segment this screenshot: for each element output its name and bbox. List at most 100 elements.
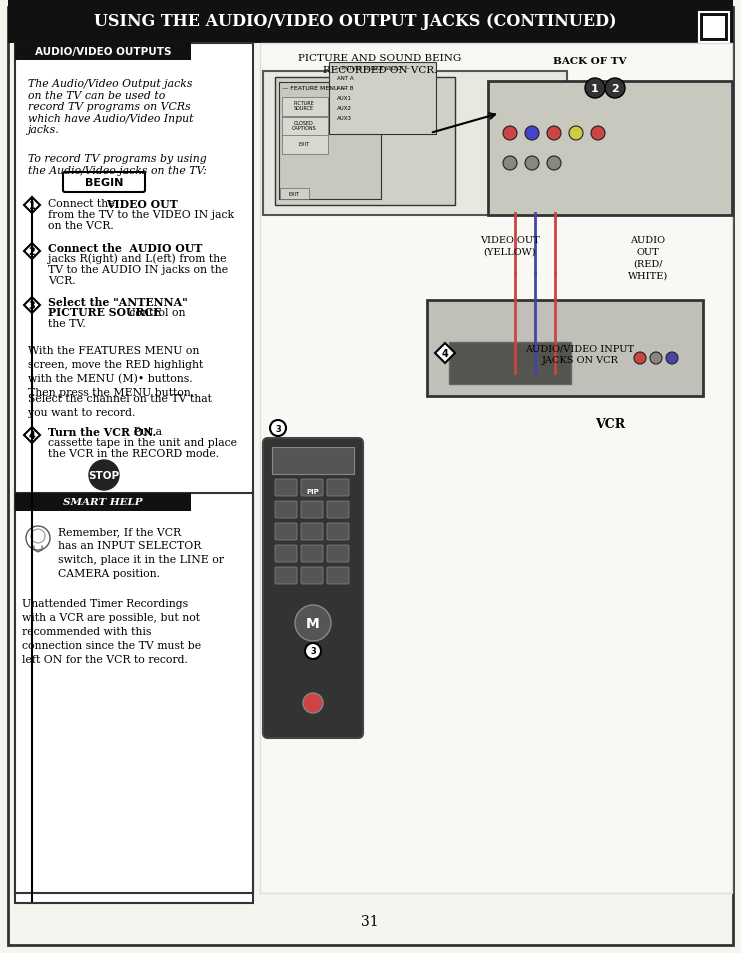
Text: BACK OF TV: BACK OF TV <box>554 57 627 67</box>
Text: 4: 4 <box>29 431 36 440</box>
Text: the TV.: the TV. <box>48 318 86 329</box>
FancyBboxPatch shape <box>275 479 297 497</box>
Text: 3: 3 <box>275 424 281 433</box>
FancyBboxPatch shape <box>703 17 725 39</box>
Circle shape <box>525 127 539 141</box>
Text: CLOSED
CAPTIONS: CLOSED CAPTIONS <box>292 120 316 132</box>
Text: TV to the AUDIO IN jacks on the: TV to the AUDIO IN jacks on the <box>48 265 228 274</box>
FancyBboxPatch shape <box>327 545 349 562</box>
Text: 2: 2 <box>29 247 36 256</box>
Text: 3: 3 <box>310 647 316 656</box>
Circle shape <box>547 157 561 171</box>
Text: AUDIO/VIDEO OUTPUTS: AUDIO/VIDEO OUTPUTS <box>35 47 171 57</box>
Circle shape <box>650 353 662 365</box>
Text: VCR.: VCR. <box>48 275 76 286</box>
FancyBboxPatch shape <box>327 567 349 584</box>
FancyBboxPatch shape <box>275 567 297 584</box>
FancyBboxPatch shape <box>301 545 323 562</box>
FancyBboxPatch shape <box>699 13 729 43</box>
Text: VIDEO OUT
(YELLOW): VIDEO OUT (YELLOW) <box>480 235 540 256</box>
Text: Connect the  AUDIO OUT: Connect the AUDIO OUT <box>48 242 202 253</box>
Text: Remember, If the VCR
has an INPUT SELECTOR
switch, place it in the LINE or
CAMER: Remember, If the VCR has an INPUT SELECT… <box>58 526 224 578</box>
Text: AUX1: AUX1 <box>337 96 352 101</box>
FancyBboxPatch shape <box>488 82 732 215</box>
FancyBboxPatch shape <box>275 501 297 518</box>
Polygon shape <box>24 244 40 260</box>
FancyBboxPatch shape <box>327 523 349 540</box>
FancyBboxPatch shape <box>282 135 328 154</box>
FancyBboxPatch shape <box>63 172 145 193</box>
Text: jacks R(ight) and L(eft) from the: jacks R(ight) and L(eft) from the <box>48 253 227 264</box>
FancyBboxPatch shape <box>260 44 732 893</box>
Text: AUDIO/VIDEO INPUT
JACKS ON VCR: AUDIO/VIDEO INPUT JACKS ON VCR <box>525 344 634 364</box>
Bar <box>15 494 191 512</box>
FancyBboxPatch shape <box>282 117 328 136</box>
FancyBboxPatch shape <box>8 8 733 945</box>
Circle shape <box>503 127 517 141</box>
FancyBboxPatch shape <box>263 71 567 215</box>
FancyBboxPatch shape <box>449 343 571 385</box>
Circle shape <box>31 530 45 543</box>
Text: With the FEATURES MENU on
screen, move the RED highlight
with the MENU (M)• butt: With the FEATURES MENU on screen, move t… <box>28 346 203 398</box>
Text: Put a: Put a <box>130 427 162 436</box>
FancyBboxPatch shape <box>427 301 703 396</box>
Text: SMART HELP: SMART HELP <box>63 498 143 507</box>
Text: PIP: PIP <box>307 489 319 495</box>
Text: AUX2: AUX2 <box>337 106 352 111</box>
Circle shape <box>525 157 539 171</box>
Text: EXIT: EXIT <box>288 192 299 196</box>
Text: ANT B: ANT B <box>337 86 353 91</box>
FancyBboxPatch shape <box>327 479 349 497</box>
Circle shape <box>305 643 321 659</box>
Circle shape <box>270 420 286 436</box>
FancyBboxPatch shape <box>327 501 349 518</box>
Text: 4: 4 <box>442 349 448 358</box>
Circle shape <box>89 460 119 491</box>
Text: BEGIN: BEGIN <box>84 178 123 188</box>
Polygon shape <box>24 428 40 443</box>
Text: VCR: VCR <box>595 417 625 430</box>
Bar <box>8 0 733 44</box>
Text: on the VCR.: on the VCR. <box>48 221 114 231</box>
Text: Select the "ANTENNA": Select the "ANTENNA" <box>48 296 187 307</box>
Circle shape <box>605 79 625 99</box>
FancyBboxPatch shape <box>282 97 328 116</box>
FancyBboxPatch shape <box>272 448 354 475</box>
Circle shape <box>591 127 605 141</box>
Circle shape <box>634 353 646 365</box>
Text: PICTURE SOURCE: PICTURE SOURCE <box>48 307 162 318</box>
Polygon shape <box>435 344 455 364</box>
FancyBboxPatch shape <box>301 567 323 584</box>
Circle shape <box>569 127 583 141</box>
Text: To record TV programs by using
the Audio/Video jacks on the TV:: To record TV programs by using the Audio… <box>28 153 207 175</box>
Text: AUX3: AUX3 <box>337 116 352 121</box>
Circle shape <box>503 157 517 171</box>
Text: USING THE AUDIO/VIDEO OUTPUT JACKS (CONTINUED): USING THE AUDIO/VIDEO OUTPUT JACKS (CONT… <box>94 13 617 30</box>
Text: Turn the VCR ON.: Turn the VCR ON. <box>48 426 156 437</box>
Text: 2: 2 <box>611 84 619 94</box>
Text: Connect the: Connect the <box>48 199 118 209</box>
Text: EXIT: EXIT <box>299 141 310 147</box>
Text: STOP: STOP <box>88 471 119 480</box>
Text: AUDIO
OUT
(RED/
WHITE): AUDIO OUT (RED/ WHITE) <box>628 235 668 280</box>
Polygon shape <box>24 297 40 314</box>
Text: VIDEO OUT: VIDEO OUT <box>106 198 178 210</box>
Text: The Audio/Video Output jacks
on the TV can be used to
record TV programs on VCRs: The Audio/Video Output jacks on the TV c… <box>28 79 193 135</box>
Text: from the TV to the VIDEO IN jack: from the TV to the VIDEO IN jack <box>48 210 234 220</box>
Circle shape <box>26 526 50 551</box>
FancyBboxPatch shape <box>275 78 455 206</box>
FancyBboxPatch shape <box>301 501 323 518</box>
FancyBboxPatch shape <box>329 63 436 135</box>
Text: Unattended Timer Recordings
with a VCR are possible, but not
recommended with th: Unattended Timer Recordings with a VCR a… <box>22 598 201 664</box>
Text: ANT A: ANT A <box>337 76 353 81</box>
Text: control on: control on <box>126 308 185 317</box>
FancyBboxPatch shape <box>279 83 381 200</box>
Circle shape <box>303 693 323 713</box>
FancyBboxPatch shape <box>275 545 297 562</box>
Text: 31: 31 <box>361 914 379 928</box>
Text: — PICTURE SOURCE SELECT —: — PICTURE SOURCE SELECT — <box>335 66 410 71</box>
Bar <box>15 43 191 61</box>
FancyBboxPatch shape <box>275 523 297 540</box>
Text: PICTURE
SOURCE: PICTURE SOURCE <box>293 100 314 112</box>
Text: 3: 3 <box>29 301 36 311</box>
